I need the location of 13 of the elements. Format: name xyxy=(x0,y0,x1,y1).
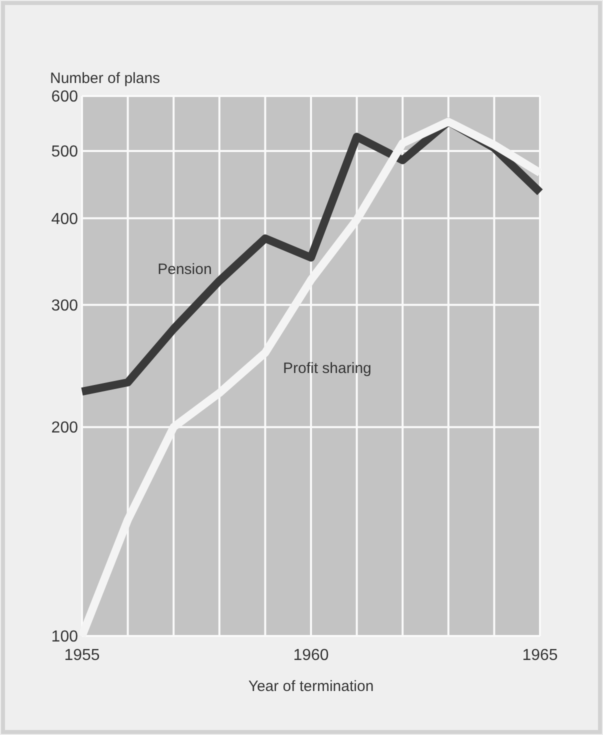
series-label: Profit sharing xyxy=(283,360,372,377)
y-tick-label: 200 xyxy=(51,420,78,437)
x-axis-title: Year of termination xyxy=(248,678,374,695)
y-tick-label: 100 xyxy=(51,628,78,646)
x-tick-label: 1955 xyxy=(64,647,100,664)
y-tick-label: 300 xyxy=(51,298,78,314)
x-tick-label: 1965 xyxy=(522,647,558,664)
y-tick-label: 600 xyxy=(51,88,78,106)
y-axis-title: Number of plans xyxy=(50,70,160,87)
x-tick-label: 1960 xyxy=(293,647,329,664)
y-tick-label: 400 xyxy=(51,210,78,228)
series-label: Pension xyxy=(158,260,212,278)
y-tick-label: 500 xyxy=(51,144,78,161)
